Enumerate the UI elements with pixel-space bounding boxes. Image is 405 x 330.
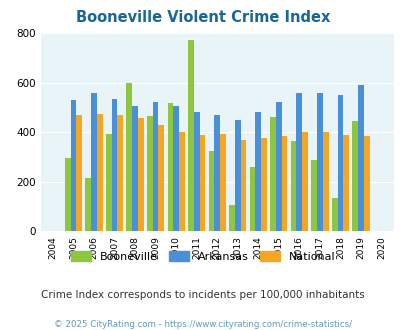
- Bar: [240, 140, 246, 231]
- Bar: [296, 93, 301, 231]
- Bar: [173, 106, 179, 231]
- Bar: [214, 115, 220, 231]
- Bar: [85, 178, 91, 231]
- Bar: [249, 167, 255, 231]
- Bar: [260, 138, 266, 231]
- Bar: [76, 115, 82, 231]
- Bar: [316, 93, 322, 231]
- Text: © 2025 CityRating.com - https://www.cityrating.com/crime-statistics/: © 2025 CityRating.com - https://www.city…: [54, 320, 351, 329]
- Bar: [167, 103, 173, 231]
- Bar: [158, 125, 164, 231]
- Bar: [179, 132, 184, 231]
- Bar: [255, 112, 260, 231]
- Bar: [352, 121, 357, 231]
- Text: Booneville Violent Crime Index: Booneville Violent Crime Index: [76, 10, 329, 25]
- Bar: [357, 85, 363, 231]
- Text: Crime Index corresponds to incidents per 100,000 inhabitants: Crime Index corresponds to incidents per…: [41, 290, 364, 300]
- Bar: [281, 136, 287, 231]
- Bar: [117, 115, 123, 231]
- Bar: [65, 158, 70, 231]
- Bar: [126, 83, 132, 231]
- Bar: [188, 41, 193, 231]
- Bar: [147, 116, 152, 231]
- Bar: [199, 135, 205, 231]
- Bar: [270, 117, 275, 231]
- Bar: [106, 135, 111, 231]
- Bar: [193, 112, 199, 231]
- Bar: [301, 132, 307, 231]
- Bar: [220, 135, 225, 231]
- Bar: [152, 102, 158, 231]
- Bar: [208, 150, 214, 231]
- Bar: [337, 95, 343, 231]
- Bar: [331, 198, 337, 231]
- Bar: [322, 132, 328, 231]
- Bar: [91, 93, 97, 231]
- Bar: [290, 142, 296, 231]
- Bar: [97, 114, 102, 231]
- Bar: [363, 136, 369, 231]
- Bar: [275, 102, 281, 231]
- Bar: [138, 118, 143, 231]
- Bar: [70, 100, 76, 231]
- Bar: [228, 205, 234, 231]
- Bar: [132, 106, 138, 231]
- Bar: [343, 136, 348, 231]
- Bar: [111, 99, 117, 231]
- Bar: [311, 160, 316, 231]
- Bar: [234, 120, 240, 231]
- Legend: Booneville, Arkansas, National: Booneville, Arkansas, National: [66, 247, 339, 267]
